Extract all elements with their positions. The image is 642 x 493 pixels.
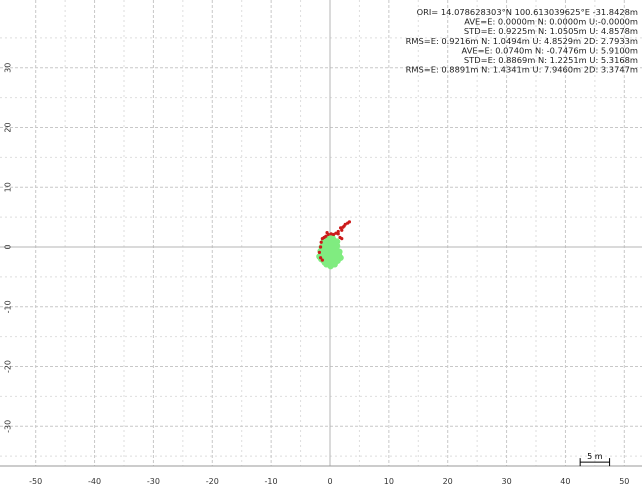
data-point-red [318, 256, 323, 260]
data-point-red [342, 224, 346, 228]
x-tick-label: -10 [265, 477, 278, 486]
stats-line: RMS=E: 0.9216m N: 1.0494m U: 4.8529m 2D:… [406, 36, 638, 46]
x-tick-label: -40 [88, 477, 101, 486]
y-tick-label: 0 [4, 244, 13, 249]
data-point-red [325, 231, 329, 235]
data-point-red [338, 226, 343, 230]
major-grid [0, 0, 642, 466]
x-tick-label: 40 [560, 477, 570, 486]
x-tick-label: 50 [619, 477, 629, 486]
stats-line: RMS=E: 0.8891m N: 1.4341m U: 7.9460m 2D:… [406, 65, 638, 75]
data-point-red [317, 250, 322, 254]
data-point-red [336, 229, 340, 234]
stats-line: AVE=E: 0.0000m N: 0.0000m U:-0.0000m [464, 17, 638, 27]
stats-box: ORI= 14.078628303°N 100.613039625°E -31.… [406, 7, 638, 75]
stats-line: AVE=E: 0.0740m N: -0.7476m U: 5.9100m [462, 45, 638, 55]
x-tick-label: 30 [502, 477, 512, 486]
x-tick-label: 10 [384, 477, 394, 486]
data-point-red [320, 258, 324, 262]
stats-line: STD=E: 0.9225m N: 1.0505m U: 4.8578m [464, 26, 638, 36]
scatter-points [316, 220, 352, 270]
data-point-red [319, 240, 323, 244]
x-tick-label: -20 [206, 477, 219, 486]
y-tick-label: 20 [4, 122, 13, 132]
data-point-red [320, 237, 324, 241]
x-tick-label: 0 [327, 477, 332, 486]
x-tick-label: 20 [443, 477, 453, 486]
data-point-red [336, 232, 340, 236]
scale-bar: 5 m [579, 452, 611, 467]
tick-labels: -50 -40 -30 -20 -10 0 10 20 30 40 50 -30 -20 -10 0 10 20… [4, 63, 630, 486]
data-point-red [340, 228, 344, 232]
stats-line: ORI= 14.078628303°N 100.613039625°E -31.… [417, 7, 638, 17]
y-tick-label: -10 [4, 300, 13, 313]
x-tick-label: -50 [29, 477, 42, 486]
data-point-red [329, 232, 333, 236]
y-tick-label: 10 [4, 182, 13, 192]
data-point-red [347, 220, 352, 224]
y-tick-label: -30 [4, 420, 13, 433]
data-point-red [318, 245, 323, 249]
stats-line: STD=E: 0.8869m N: 1.2251m U: 5.3168m [464, 55, 638, 65]
data-point-green [335, 250, 343, 258]
data-point-green [327, 262, 334, 270]
data-point-green [333, 238, 341, 245]
data-point-green [325, 254, 333, 261]
data-point-green [332, 255, 339, 263]
y-tick-label: 30 [4, 63, 13, 73]
x-tick-label: -30 [147, 477, 160, 486]
data-point-green [333, 244, 340, 251]
scale-bar-label: 5 m [587, 452, 603, 461]
data-point-red [340, 237, 344, 241]
y-tick-label: -20 [4, 360, 13, 373]
minor-grid [0, 0, 642, 466]
